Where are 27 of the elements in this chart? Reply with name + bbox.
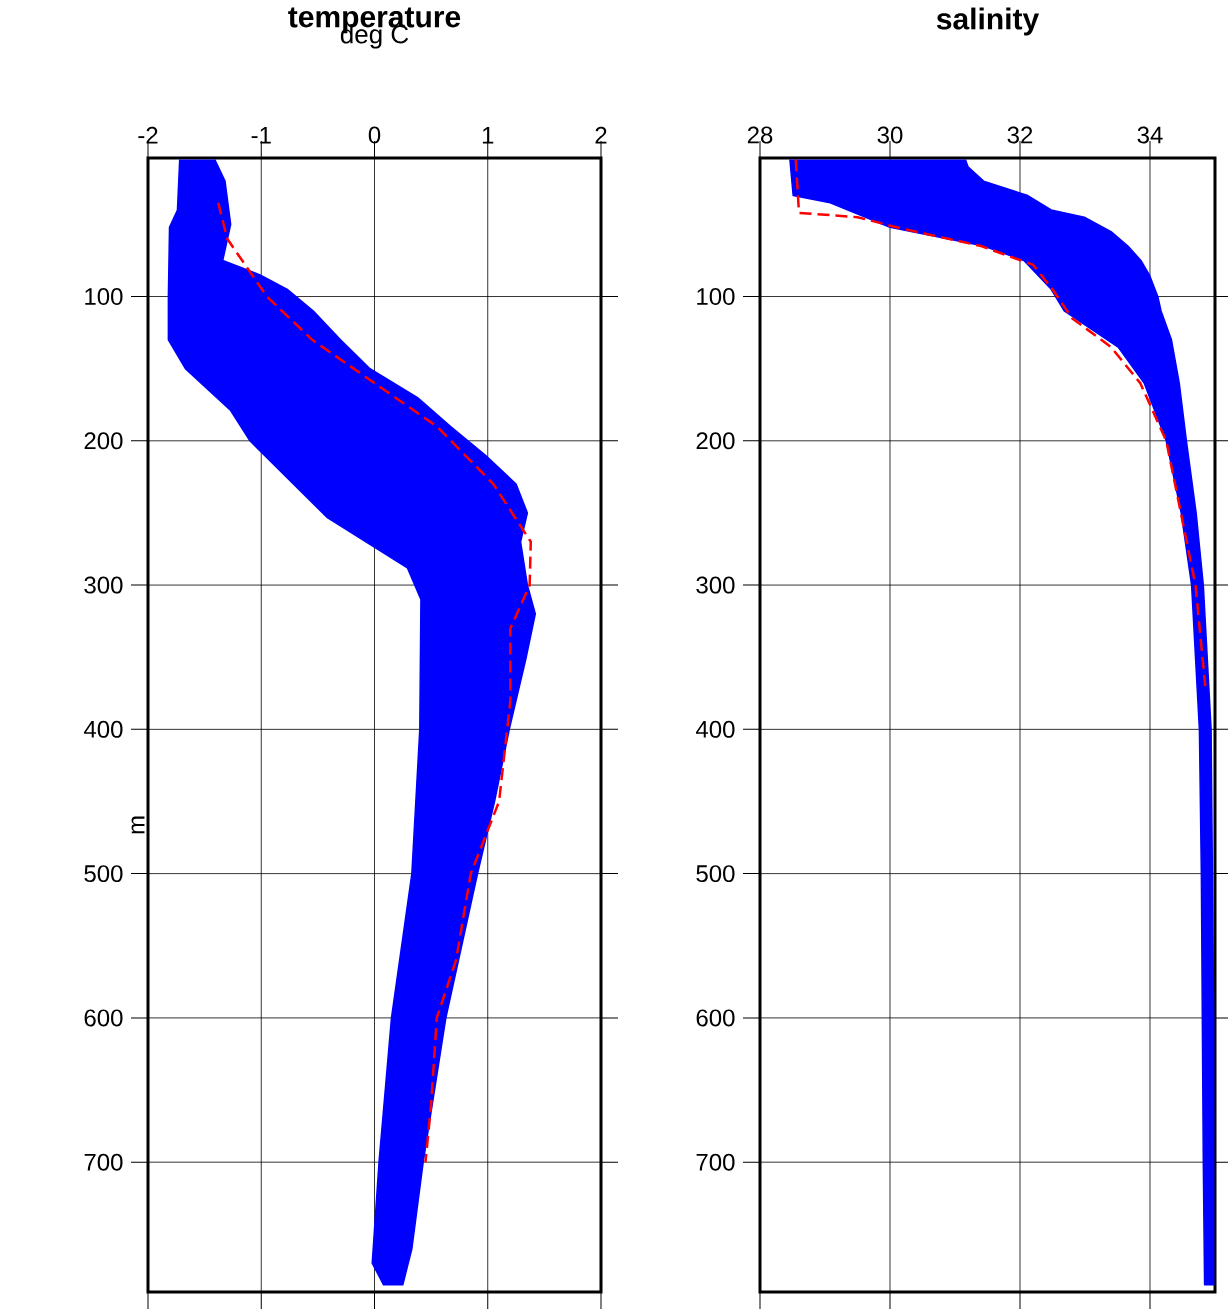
x-tick-label: 34 [1137,126,1163,144]
y-tick-label: 600 [696,1009,735,1027]
x-tick-label: 2 [595,126,607,144]
y-tick-label: 400 [83,720,123,738]
y-tick-label: 400 [695,720,735,738]
y-tick-label: 300 [84,576,123,594]
x-tick-label: -2 [138,126,158,144]
x-tick-label: -1 [251,126,271,144]
y-axis-title: m [131,816,145,834]
y-tick-label: 200 [696,432,735,450]
x-tick-label: 28 [747,126,773,144]
x-tick-label: 32 [1007,126,1033,144]
y-tick-label: 100 [85,288,123,306]
y-tick-label: 700 [84,1153,123,1171]
y-tick-label: 500 [696,865,735,883]
line-series [216,201,533,1164]
y-tick-label: 100 [697,288,735,306]
y-tick-label: 700 [696,1153,735,1171]
y-tick-label: 500 [84,865,123,883]
y-tick-label: 200 [84,432,123,450]
x-tick-label: 30 [877,126,903,144]
y-tick-label: 600 [84,1009,123,1027]
line-series [794,158,1207,688]
chart-title: salinity [936,7,1040,36]
x-tick-label: 0 [368,126,381,144]
y-tick-label: 300 [696,576,735,594]
x-tick-label: 1 [482,126,494,144]
